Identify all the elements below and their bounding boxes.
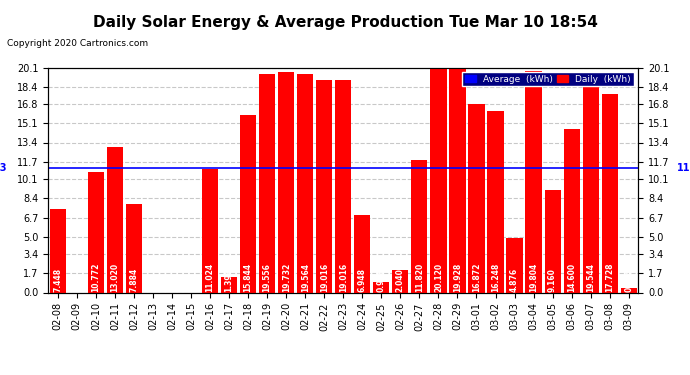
Text: 19.544: 19.544 <box>586 263 595 292</box>
Text: 7.884: 7.884 <box>130 268 139 292</box>
Bar <box>240 115 256 292</box>
Text: 16.248: 16.248 <box>491 263 500 292</box>
Bar <box>202 169 218 292</box>
Text: 19.016: 19.016 <box>339 263 348 292</box>
Text: 20.120: 20.120 <box>434 263 443 292</box>
Text: 11.024: 11.024 <box>206 263 215 292</box>
Bar <box>393 270 408 292</box>
Text: 15.844: 15.844 <box>244 263 253 292</box>
Text: Daily Solar Energy & Average Production Tue Mar 10 18:54: Daily Solar Energy & Average Production … <box>92 15 598 30</box>
Bar <box>431 67 446 292</box>
Bar <box>620 288 637 292</box>
Text: 14.600: 14.600 <box>567 263 576 292</box>
Text: 13.020: 13.020 <box>110 263 119 292</box>
Text: 6.948: 6.948 <box>358 268 367 292</box>
Text: 10.772: 10.772 <box>91 262 100 292</box>
Bar <box>411 160 428 292</box>
Bar <box>564 129 580 292</box>
Text: 9.160: 9.160 <box>548 268 557 292</box>
Bar <box>297 74 313 292</box>
Bar <box>316 80 333 292</box>
Bar <box>373 282 389 292</box>
Text: 11.820: 11.820 <box>415 263 424 292</box>
Text: 2.040: 2.040 <box>396 268 405 292</box>
Bar <box>449 69 466 292</box>
Bar <box>50 209 66 292</box>
Bar <box>602 94 618 292</box>
Bar <box>259 74 275 292</box>
Bar <box>335 80 351 292</box>
Text: 0.968: 0.968 <box>377 268 386 292</box>
Text: Copyright 2020 Cartronics.com: Copyright 2020 Cartronics.com <box>7 39 148 48</box>
Text: 1.396: 1.396 <box>224 268 234 292</box>
Bar <box>354 215 371 292</box>
Bar <box>487 111 504 292</box>
Bar <box>506 238 522 292</box>
Bar <box>582 74 599 292</box>
Text: 0.384: 0.384 <box>624 268 633 292</box>
Bar <box>107 147 123 292</box>
Bar <box>544 190 561 292</box>
Text: 16.872: 16.872 <box>472 262 481 292</box>
Text: 17.728: 17.728 <box>605 262 614 292</box>
Text: 11.113: 11.113 <box>0 163 7 173</box>
Bar <box>221 277 237 292</box>
Text: 4.876: 4.876 <box>510 268 519 292</box>
Text: 19.732: 19.732 <box>282 263 290 292</box>
Text: 19.804: 19.804 <box>529 263 538 292</box>
Bar <box>526 71 542 292</box>
Bar <box>278 72 294 292</box>
Bar <box>88 172 104 292</box>
Text: 19.556: 19.556 <box>263 263 272 292</box>
Bar <box>469 104 484 292</box>
Text: 19.016: 19.016 <box>319 263 328 292</box>
Text: 11.113: 11.113 <box>677 163 690 173</box>
Legend: Average  (kWh), Daily  (kWh): Average (kWh), Daily (kWh) <box>462 72 633 86</box>
Text: 19.928: 19.928 <box>453 263 462 292</box>
Text: 19.564: 19.564 <box>301 263 310 292</box>
Text: 7.448: 7.448 <box>53 268 62 292</box>
Bar <box>126 204 142 292</box>
